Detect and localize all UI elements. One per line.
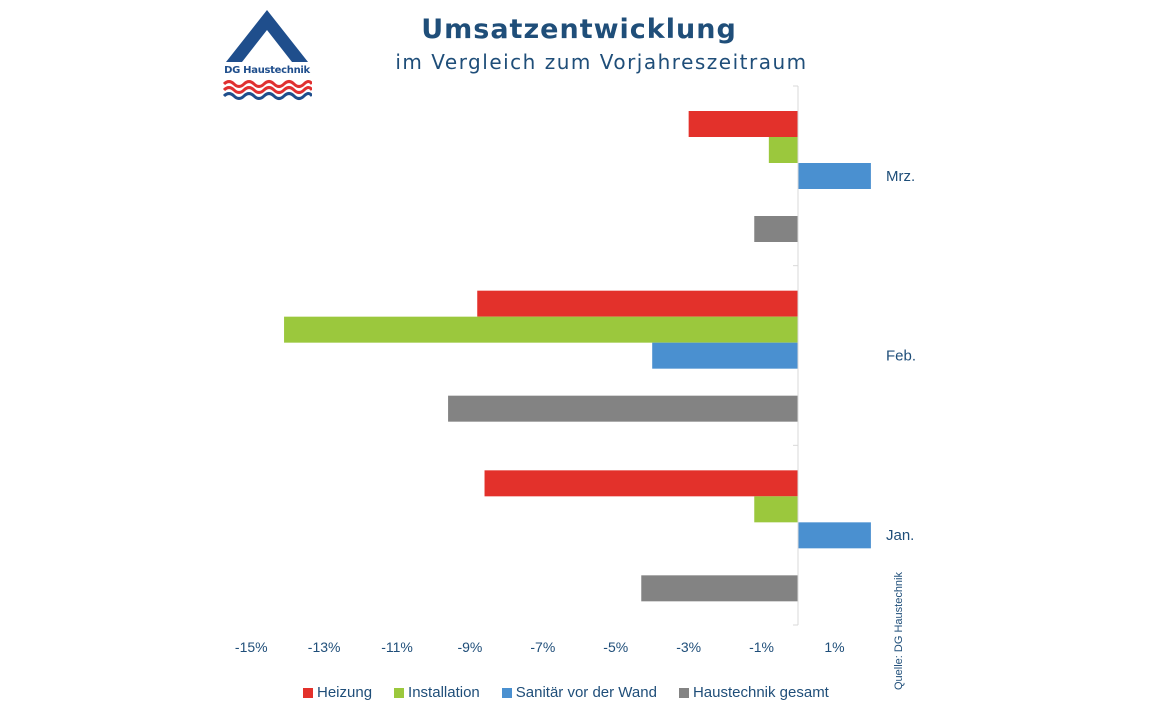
source-note: Quelle: DG Haustechnik [893, 572, 905, 690]
bar-heizung-jan [484, 470, 798, 497]
chart-title: Umsatzentwicklung [421, 14, 737, 45]
category-labels: Mrz. Feb. Jan. [886, 168, 916, 544]
legend: Heizung Installation Sanitär vor der Wand H… [303, 684, 851, 701]
bar-sanit-r-vor-der-wand-jan [798, 522, 871, 549]
x-tick-label: -7% [530, 639, 555, 655]
legend-swatch [303, 687, 313, 698]
legend-item: Installation [394, 684, 480, 701]
category-label: Jan. [886, 527, 914, 544]
bars-group [284, 111, 871, 602]
legend-label: Sanitär vor der Wand [515, 684, 657, 701]
bar-heizung-feb [477, 290, 798, 317]
legend-item: Sanitär vor der Wand [501, 684, 657, 701]
bar-heizung-mrz [688, 111, 798, 137]
bar-haustechnik-gesamt-mrz [754, 216, 798, 242]
legend-item: Heizung [303, 684, 372, 701]
legend-swatch [394, 687, 405, 698]
chart-subtitle: im Vergleich zum Vorjahreszeitraum [395, 50, 808, 74]
x-tick-label: 1% [824, 639, 844, 655]
bar-haustechnik-gesamt-feb [448, 395, 798, 422]
legend-swatch [678, 687, 689, 698]
bar-installation-mrz [768, 137, 798, 163]
axis-group [793, 85, 799, 626]
bar-haustechnik-gesamt-jan [641, 575, 798, 602]
legend-label: Haustechnik gesamt [692, 684, 829, 701]
x-tick-label: -1% [749, 639, 774, 655]
logo-roof-icon [222, 10, 314, 100]
bar-sanit-r-vor-der-wand-mrz [798, 163, 871, 189]
bar-sanit-r-vor-der-wand-feb [652, 342, 798, 369]
category-label: Mrz. [886, 168, 915, 185]
bar-installation-feb [284, 316, 798, 343]
logo-text: DG Haustechnik [224, 65, 310, 76]
x-tick-label: -11% [381, 639, 413, 655]
category-label: Feb. [886, 348, 916, 365]
x-tick-label: -5% [603, 639, 628, 655]
x-tick-label: -3% [676, 639, 701, 655]
company-logo: DG Haustechnik [222, 8, 314, 104]
x-tick-label: -13% [308, 639, 341, 655]
legend-item: Haustechnik gesamt [678, 684, 829, 701]
bar-installation-jan [754, 496, 798, 523]
legend-label: Heizung [317, 684, 373, 701]
x-tick-labels: -15% -13% -11% -9% -7% -5% -3% -1% 1% [235, 639, 845, 655]
x-tick-label: -9% [457, 639, 482, 655]
legend-label: Installation [408, 684, 480, 701]
legend-swatch [501, 687, 512, 698]
x-tick-label: -15% [235, 639, 268, 655]
